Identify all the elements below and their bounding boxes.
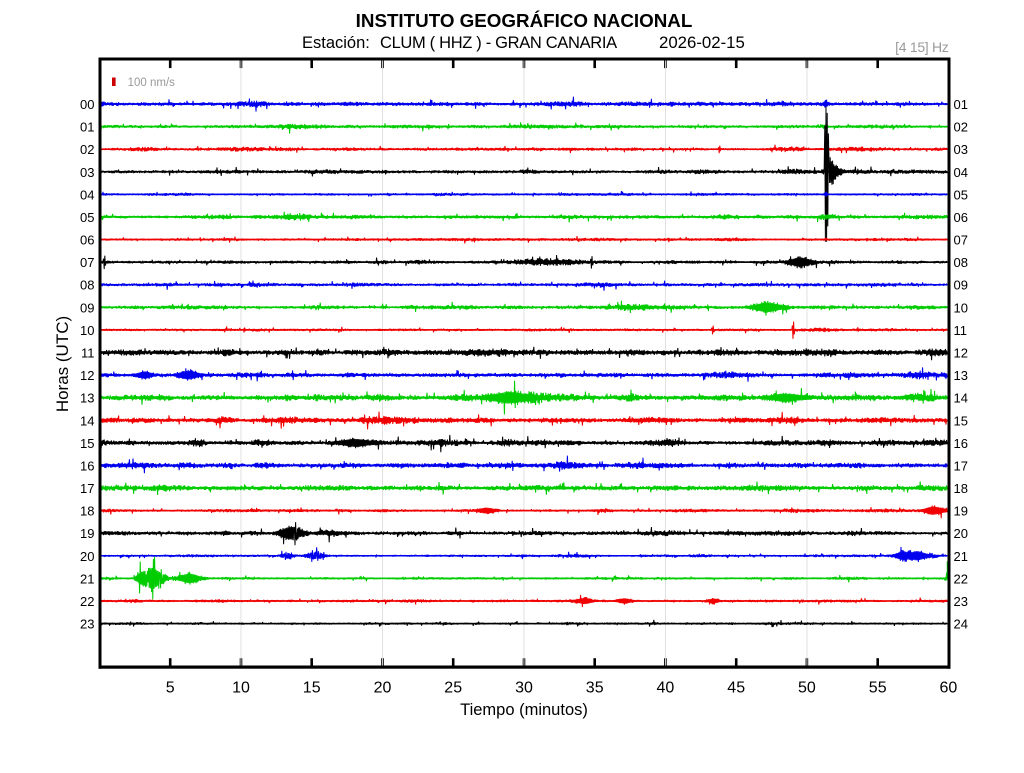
- svg-text:CLUM ( HHZ ) - GRAN CANARIA: CLUM ( HHZ ) - GRAN CANARIA: [380, 34, 617, 52]
- svg-text:45: 45: [727, 680, 745, 697]
- svg-text:17: 17: [954, 458, 968, 473]
- svg-text:15: 15: [80, 436, 94, 451]
- svg-text:13: 13: [954, 368, 968, 383]
- svg-text:04: 04: [80, 187, 94, 202]
- svg-text:05: 05: [954, 187, 968, 202]
- svg-text:12: 12: [954, 346, 968, 361]
- svg-text:20: 20: [80, 549, 94, 564]
- svg-text:23: 23: [80, 617, 94, 632]
- svg-text:22: 22: [954, 571, 968, 586]
- svg-text:18: 18: [954, 481, 968, 496]
- svg-text:12: 12: [80, 368, 94, 383]
- svg-text:5: 5: [166, 680, 175, 697]
- svg-text:30: 30: [515, 680, 533, 697]
- svg-text:INSTITUTO GEOGRÁFICO NACIONAL: INSTITUTO GEOGRÁFICO NACIONAL: [356, 10, 693, 31]
- svg-text:19: 19: [954, 504, 968, 519]
- svg-text:20: 20: [954, 526, 968, 541]
- svg-text:10: 10: [954, 300, 968, 315]
- svg-text:01: 01: [80, 120, 94, 135]
- svg-text:09: 09: [954, 278, 968, 293]
- svg-text:04: 04: [954, 165, 968, 180]
- svg-text:55: 55: [869, 680, 887, 697]
- svg-text:2026-02-15: 2026-02-15: [659, 33, 745, 52]
- svg-text:19: 19: [80, 526, 94, 541]
- svg-text:16: 16: [80, 458, 94, 473]
- svg-text:[4 15] Hz: [4 15] Hz: [895, 39, 949, 55]
- svg-text:23: 23: [954, 594, 968, 609]
- svg-text:Horas (UTC): Horas (UTC): [53, 316, 72, 412]
- svg-text:01: 01: [954, 97, 968, 112]
- svg-text:Tiempo (minutos): Tiempo (minutos): [460, 701, 588, 719]
- svg-text:13: 13: [80, 391, 94, 406]
- svg-text:03: 03: [80, 165, 94, 180]
- svg-text:00: 00: [80, 97, 94, 112]
- svg-text:11: 11: [954, 323, 968, 338]
- svg-text:07: 07: [80, 255, 94, 270]
- svg-text:11: 11: [81, 346, 95, 361]
- svg-text:06: 06: [954, 210, 968, 225]
- svg-text:10: 10: [80, 323, 94, 338]
- svg-text:15: 15: [954, 413, 968, 428]
- svg-text:20: 20: [374, 680, 392, 697]
- svg-text:18: 18: [80, 504, 94, 519]
- svg-text:14: 14: [80, 413, 94, 428]
- svg-text:50: 50: [798, 680, 816, 697]
- svg-text:22: 22: [80, 594, 94, 609]
- svg-text:35: 35: [586, 680, 604, 697]
- svg-text:100 nm/s: 100 nm/s: [128, 77, 176, 89]
- svg-text:21: 21: [80, 571, 94, 586]
- svg-text:09: 09: [80, 300, 94, 315]
- svg-text:Estación:: Estación:: [302, 34, 370, 52]
- svg-text:02: 02: [954, 120, 968, 135]
- svg-text:02: 02: [80, 142, 94, 157]
- svg-text:25: 25: [444, 680, 462, 697]
- svg-text:10: 10: [232, 680, 250, 697]
- svg-text:60: 60: [940, 680, 958, 697]
- svg-text:08: 08: [954, 255, 968, 270]
- svg-text:03: 03: [954, 142, 968, 157]
- svg-text:15: 15: [303, 680, 321, 697]
- svg-text:06: 06: [80, 233, 94, 248]
- svg-text:16: 16: [954, 436, 968, 451]
- svg-text:24: 24: [954, 617, 968, 632]
- svg-text:17: 17: [80, 481, 94, 496]
- svg-text:07: 07: [954, 233, 968, 248]
- svg-text:05: 05: [80, 210, 94, 225]
- svg-text:40: 40: [657, 680, 675, 697]
- svg-text:08: 08: [80, 278, 94, 293]
- svg-text:21: 21: [954, 549, 968, 564]
- svg-text:14: 14: [954, 391, 968, 406]
